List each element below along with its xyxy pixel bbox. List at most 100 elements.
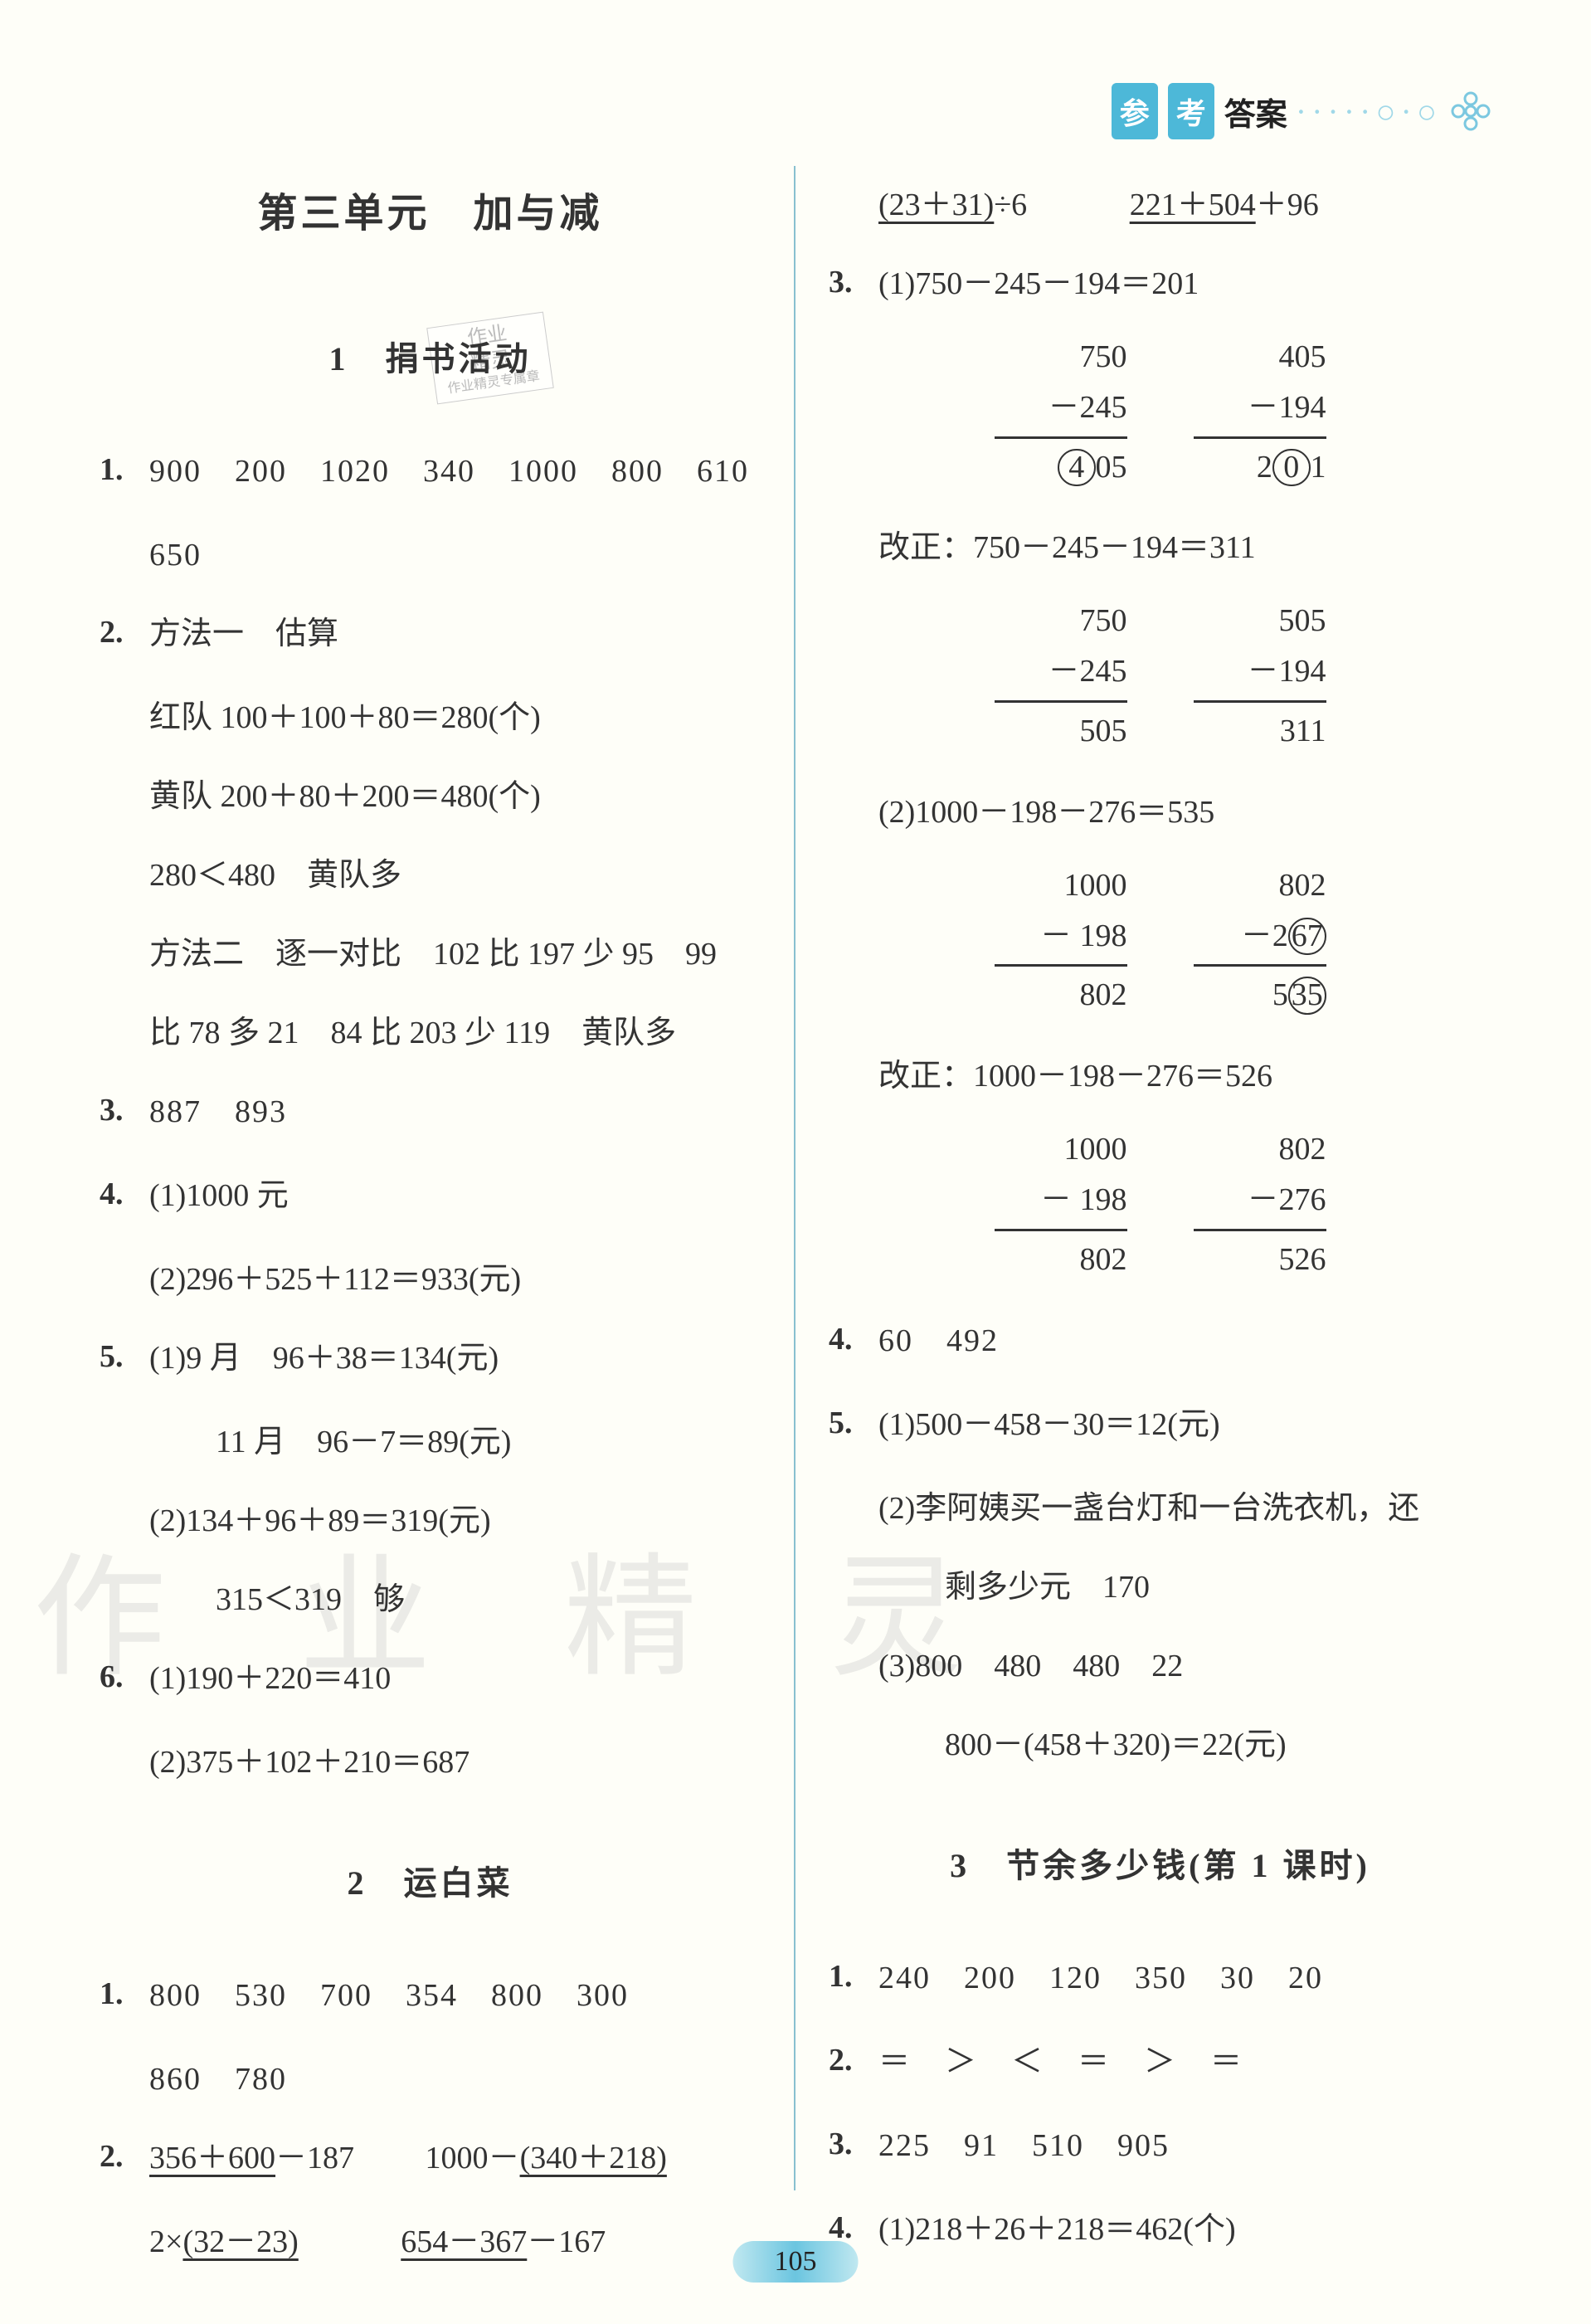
expr-underline: (32－23) xyxy=(182,2224,298,2259)
left-q5-d: 315＜319 够 xyxy=(100,1561,761,1639)
item-number: 4. xyxy=(829,1302,878,1381)
unit-title: 第三单元 加与减 xyxy=(100,166,761,261)
expr-underline: 356＋600 xyxy=(149,2141,275,2175)
circled-digit: 67 xyxy=(1288,918,1326,956)
left-q3: 3. 887 893 xyxy=(100,1073,761,1152)
calc-val: －194 xyxy=(1194,382,1326,433)
section-3-title: 3 节余多少钱(第 1 课时) xyxy=(829,1826,1491,1906)
calc-val: 750 xyxy=(995,332,1127,382)
item-number: 3. xyxy=(829,2107,878,2185)
item-body: 900 200 1020 340 1000 800 610 xyxy=(149,432,761,511)
left-q2-b: 红队 100＋100＋80＝280(个) xyxy=(100,679,761,758)
calc-block: 802 －276 526 xyxy=(1194,1124,1326,1284)
right-q3: 3. (1)750－245－194＝201 xyxy=(829,245,1491,324)
right-s3-q1: 1. 240 200 120 350 30 20 xyxy=(829,1939,1491,2018)
calc-block: 1000 － 198 802 xyxy=(995,1124,1127,1284)
item-number: 5. xyxy=(829,1386,878,1464)
calc-val: － 198 xyxy=(995,911,1127,962)
item-body: 887 893 xyxy=(149,1073,761,1152)
section-1-title: 1 捐书活动 xyxy=(100,319,761,399)
calc-val: 1000 xyxy=(995,1124,1127,1175)
calc-row-3: 1000 － 198 802 802 －267 535 xyxy=(829,860,1491,1021)
circled-digit: 35 xyxy=(1288,977,1326,1015)
calc-result: 802 xyxy=(995,1229,1127,1285)
calc-result: 201 xyxy=(1194,436,1326,493)
calc-val: － 198 xyxy=(995,1175,1127,1225)
left-s2-q1: 1. 800 530 700 354 800 300 xyxy=(100,1956,761,2035)
expr-underline: 654－367 xyxy=(401,2224,527,2259)
circled-digit: 0 xyxy=(1272,449,1311,487)
item-body: (1)190＋220＝410 xyxy=(149,1639,761,1718)
calc-val: －194 xyxy=(1194,646,1326,697)
left-q4-b: (2)296＋525＋112＝933(元) xyxy=(100,1240,761,1319)
expr-underline: (23＋31) xyxy=(878,188,994,222)
item-body: ＝ ＞ ＜ ＝ ＞ ＝ xyxy=(878,2023,1491,2102)
fix-label-1: 改正：750－245－194＝311 xyxy=(829,509,1491,587)
calc-result: 311 xyxy=(1194,700,1326,757)
item-number: 1. xyxy=(829,1939,878,2018)
right-q4: 4. 60 492 xyxy=(829,1302,1491,1381)
item-number: 5. xyxy=(100,1319,149,1398)
left-q5-b: 11 月 96－7＝89(元) xyxy=(100,1403,761,1482)
item-body: (1)218＋26＋218＝462(个) xyxy=(878,2190,1491,2269)
calc-val: －245 xyxy=(995,646,1127,697)
calc-val: －267 xyxy=(1194,911,1326,962)
right-q5-d: 800－(458＋320)＝22(元) xyxy=(829,1706,1491,1785)
calc-block: 802 －267 535 xyxy=(1194,860,1326,1021)
left-q2-e: 方法二 逐一对比 102 比 197 少 95 99 xyxy=(100,915,761,994)
calc-result: 802 xyxy=(995,964,1127,1021)
left-s2-q2: 2. 356＋600－187 1000－(340＋218) xyxy=(100,2119,761,2198)
left-q1: 1. 900 200 1020 340 1000 800 610 xyxy=(100,432,761,511)
right-q3b: (2)1000－198－276＝535 xyxy=(829,773,1491,852)
calc-val: 750 xyxy=(995,596,1127,646)
left-q6: 6. (1)190＋220＝410 xyxy=(100,1639,761,1718)
item-body: 800 530 700 354 800 300 xyxy=(149,1956,761,2035)
right-q5-b2: 剩多少元 170 xyxy=(829,1548,1491,1627)
left-q1-line2: 650 xyxy=(100,516,761,595)
item-number: 1. xyxy=(100,432,149,511)
item-number: 4. xyxy=(100,1157,149,1235)
calc-result: 526 xyxy=(1194,1229,1326,1285)
left-q6-b: (2)375＋102＋210＝687 xyxy=(100,1723,761,1802)
calc-result: 405 xyxy=(995,436,1127,493)
item-body: (1)500－458－30＝12(元) xyxy=(878,1386,1491,1464)
calc-block: 505 －194 311 xyxy=(1194,596,1326,756)
item-body: 60 492 xyxy=(878,1302,1491,1381)
expr-tail: －167 xyxy=(527,2224,606,2259)
item-number: 3. xyxy=(100,1073,149,1152)
badge-char-2: 考 xyxy=(1168,83,1214,139)
item-number: 2. xyxy=(829,2023,878,2102)
calc-val: －276 xyxy=(1194,1175,1326,1225)
calc-block: 405 －194 201 xyxy=(1194,332,1326,492)
item-body: 356＋600－187 1000－(340＋218) xyxy=(149,2119,761,2198)
left-s2-q1b: 860 780 xyxy=(100,2040,761,2119)
expr-underline: 221＋504 xyxy=(1130,188,1256,222)
left-q5-c: (2)134＋96＋89＝319(元) xyxy=(100,1482,761,1561)
badge-decoration: ·····○·○ xyxy=(1296,92,1442,131)
right-column: (23＋31)÷6 221＋504＋96 3. (1)750－245－194＝2… xyxy=(796,166,1525,2190)
item-number: 4. xyxy=(829,2190,878,2269)
left-s2-q2-line2: 2×(32－23) 654－367－167 xyxy=(100,2203,761,2282)
item-number: 6. xyxy=(100,1639,149,1718)
item-body: (1)1000 元 xyxy=(149,1157,761,1235)
left-q2: 2. 方法一 估算 xyxy=(100,595,761,674)
item-number: 2. xyxy=(100,595,149,674)
right-q5-b: (2)李阿姨买一盏台灯和一台洗衣机，还 xyxy=(829,1469,1491,1548)
right-s3-q2: 2. ＝ ＞ ＜ ＝ ＞ ＝ xyxy=(829,2023,1491,2102)
expr-head: 1000－ xyxy=(426,2141,520,2175)
calc-row-4: 1000 － 198 802 802 －276 526 xyxy=(829,1124,1491,1284)
left-q5: 5. (1)9 月 96＋38＝134(元) xyxy=(100,1319,761,1398)
calc-block: 750 －245 505 xyxy=(995,596,1127,756)
calc-row-1: 750 －245 405 405 －194 201 xyxy=(829,332,1491,492)
right-top-exprs: (23＋31)÷6 221＋504＋96 xyxy=(829,166,1491,245)
right-q5: 5. (1)500－458－30＝12(元) xyxy=(829,1386,1491,1464)
calc-val: 1000 xyxy=(995,860,1127,911)
expr-tail: ＋96 xyxy=(1256,188,1319,222)
right-q5-c: (3)800 480 480 22 xyxy=(829,1627,1491,1706)
calc-result: 535 xyxy=(1194,964,1326,1021)
left-column: 第三单元 加与减 1 捐书活动 1. 900 200 1020 340 1000… xyxy=(66,166,796,2190)
calc-val: 802 xyxy=(1194,860,1326,911)
calc-val: 405 xyxy=(1194,332,1326,382)
calc-result: 505 xyxy=(995,700,1127,757)
calc-val: －245 xyxy=(995,382,1127,433)
